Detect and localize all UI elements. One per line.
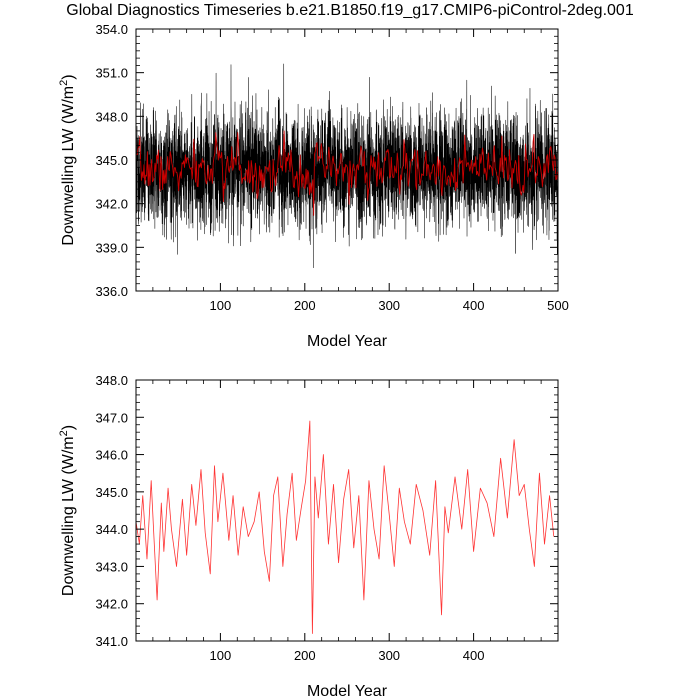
x-tick-label: 200 bbox=[294, 298, 316, 313]
y-tick-label: 344.0 bbox=[95, 522, 128, 537]
y-tick-label: 341.0 bbox=[95, 634, 128, 649]
series-line-monthly bbox=[136, 63, 558, 268]
top-panel: 100 200 300 400 500 336.0 339.0 342.0 345.0 348.0… bbox=[58, 22, 569, 350]
x-tick-label: 100 bbox=[210, 298, 232, 313]
x-axis-label: Model Year bbox=[307, 333, 388, 350]
series-line-annual bbox=[136, 420, 555, 634]
bottom-panel: 100 200 300 400 341.0 342.0 343.0 344.0 345.0 346… bbox=[58, 373, 559, 700]
x-tick-label: 400 bbox=[463, 298, 485, 313]
x-tick-label: 400 bbox=[463, 648, 485, 663]
y-tick-label: 342.0 bbox=[95, 597, 128, 612]
y-tick-label: 348.0 bbox=[95, 109, 128, 124]
x-tick-label: 300 bbox=[378, 298, 400, 313]
y-axis-label: Downwelling LW (W/m2) bbox=[58, 425, 77, 596]
y-tick-label: 339.0 bbox=[95, 240, 128, 255]
chart-title: Global Diagnostics Timeseries b.e21.B185… bbox=[66, 2, 634, 19]
x-tick-label: 200 bbox=[294, 648, 316, 663]
x-tick-label: 500 bbox=[547, 298, 569, 313]
y-tick-label: 354.0 bbox=[95, 22, 128, 37]
plot-frame bbox=[135, 379, 559, 642]
y-tick-label: 345.0 bbox=[95, 485, 128, 500]
y-tick-label: 347.0 bbox=[95, 410, 128, 425]
y-tick-label: 346.0 bbox=[95, 448, 128, 463]
y-axis-label: Downwelling LW (W/m2) bbox=[58, 74, 77, 245]
x-tick-label: 300 bbox=[378, 648, 400, 663]
y-tick-label: 342.0 bbox=[95, 197, 128, 212]
y-tick-label: 348.0 bbox=[95, 373, 128, 388]
y-tick-label: 343.0 bbox=[95, 559, 128, 574]
y-tick-label: 345.0 bbox=[95, 153, 128, 168]
x-tick-label: 100 bbox=[210, 648, 232, 663]
y-tick-label: 351.0 bbox=[95, 66, 128, 81]
x-axis-label: Model Year bbox=[307, 683, 388, 700]
series-line-annual bbox=[136, 130, 558, 216]
y-tick-label: 336.0 bbox=[95, 284, 128, 299]
